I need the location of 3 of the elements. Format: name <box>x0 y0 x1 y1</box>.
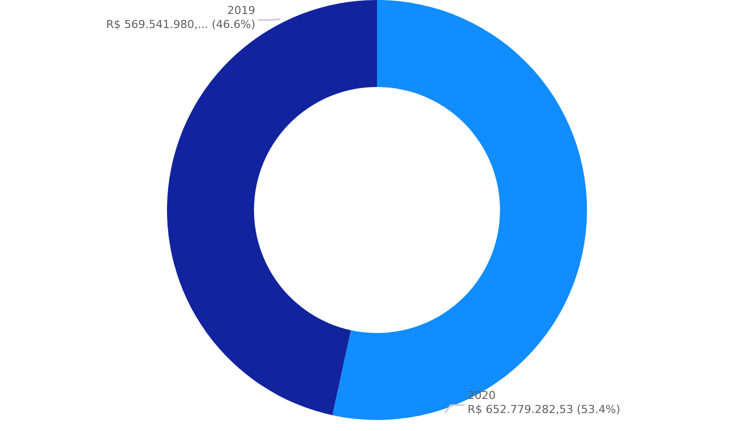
data-label: R$ 652.779.282,53 (53.4%) <box>468 403 620 416</box>
slice-label: 2019 <box>227 4 256 17</box>
data-label: R$ 569.541.980,... (46.6%) <box>106 18 256 31</box>
